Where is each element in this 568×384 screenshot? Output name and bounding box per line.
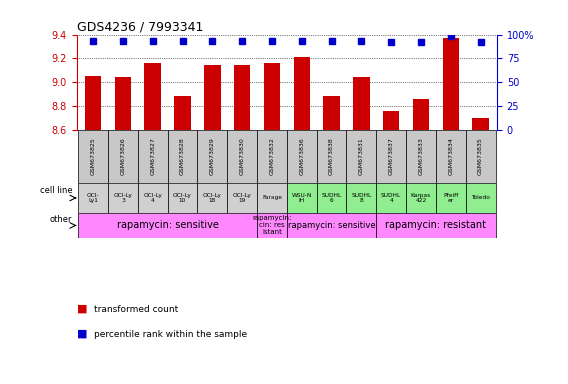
Text: GSM673830: GSM673830 bbox=[240, 137, 245, 175]
Bar bbox=[108, 183, 138, 213]
Bar bbox=[376, 130, 406, 183]
Text: ■: ■ bbox=[77, 329, 87, 339]
Bar bbox=[78, 213, 257, 238]
Text: rapamycin: sensitive: rapamycin: sensitive bbox=[116, 220, 219, 230]
Text: OCI-Ly
18: OCI-Ly 18 bbox=[203, 192, 222, 204]
Bar bbox=[346, 183, 376, 213]
Bar bbox=[168, 183, 198, 213]
Bar bbox=[383, 111, 399, 130]
Bar bbox=[168, 130, 198, 183]
Bar bbox=[316, 130, 346, 183]
Bar bbox=[257, 130, 287, 183]
Bar bbox=[287, 130, 316, 183]
Text: GSM673834: GSM673834 bbox=[448, 137, 453, 175]
Text: OCI-Ly
4: OCI-Ly 4 bbox=[143, 192, 162, 204]
Bar bbox=[353, 77, 370, 130]
Text: GSM673833: GSM673833 bbox=[419, 137, 424, 175]
Bar bbox=[138, 130, 168, 183]
Text: Karpas
422: Karpas 422 bbox=[411, 192, 431, 204]
Text: other: other bbox=[50, 215, 72, 223]
Bar bbox=[294, 57, 310, 130]
Bar bbox=[406, 130, 436, 183]
Text: Pfeiff
er: Pfeiff er bbox=[443, 192, 458, 204]
Text: rapamycin:
cin: res
istant: rapamycin: cin: res istant bbox=[252, 215, 291, 235]
Bar bbox=[108, 130, 138, 183]
Text: GSM673826: GSM673826 bbox=[120, 137, 126, 175]
Text: OCI-Ly
3: OCI-Ly 3 bbox=[114, 192, 132, 204]
Bar bbox=[234, 65, 250, 130]
Bar bbox=[442, 38, 459, 130]
Text: transformed count: transformed count bbox=[94, 305, 178, 314]
Bar bbox=[115, 77, 131, 130]
Text: GSM673835: GSM673835 bbox=[478, 137, 483, 175]
Bar bbox=[346, 130, 376, 183]
Text: SUDHL
8: SUDHL 8 bbox=[351, 192, 371, 204]
Bar bbox=[264, 63, 280, 130]
Bar bbox=[227, 183, 257, 213]
Text: GSM673837: GSM673837 bbox=[389, 137, 394, 175]
Bar bbox=[174, 96, 191, 130]
Text: cell line: cell line bbox=[40, 186, 72, 195]
Text: GSM673832: GSM673832 bbox=[269, 137, 274, 175]
Bar bbox=[323, 96, 340, 130]
Bar bbox=[227, 130, 257, 183]
Text: percentile rank within the sample: percentile rank within the sample bbox=[94, 329, 247, 339]
Bar bbox=[406, 183, 436, 213]
Bar bbox=[78, 130, 108, 183]
Bar bbox=[316, 183, 346, 213]
Bar bbox=[257, 183, 287, 213]
Text: GDS4236 / 7993341: GDS4236 / 7993341 bbox=[77, 20, 203, 33]
Text: GSM673831: GSM673831 bbox=[359, 137, 364, 175]
Bar bbox=[376, 183, 406, 213]
Text: rapamycin: sensitive: rapamycin: sensitive bbox=[288, 221, 375, 230]
Text: Toledo: Toledo bbox=[471, 195, 490, 200]
Text: GSM673829: GSM673829 bbox=[210, 137, 215, 175]
Bar bbox=[376, 213, 495, 238]
Bar bbox=[78, 183, 108, 213]
Text: OCI-Ly
19: OCI-Ly 19 bbox=[233, 192, 252, 204]
Text: GSM673838: GSM673838 bbox=[329, 137, 334, 175]
Text: SUDHL
6: SUDHL 6 bbox=[321, 192, 342, 204]
Text: WSU-N
IH: WSU-N IH bbox=[291, 192, 312, 204]
Bar bbox=[466, 130, 495, 183]
Bar bbox=[138, 183, 168, 213]
Bar bbox=[413, 99, 429, 130]
Bar bbox=[198, 130, 227, 183]
Text: OCI-
Ly1: OCI- Ly1 bbox=[87, 192, 99, 204]
Text: Farage: Farage bbox=[262, 195, 282, 200]
Bar bbox=[144, 63, 161, 130]
Bar bbox=[466, 183, 495, 213]
Bar bbox=[85, 76, 101, 130]
Bar bbox=[436, 130, 466, 183]
Bar bbox=[257, 213, 287, 238]
Text: SUDHL
4: SUDHL 4 bbox=[381, 192, 402, 204]
Text: GSM673836: GSM673836 bbox=[299, 137, 304, 175]
Bar bbox=[287, 183, 316, 213]
Bar bbox=[287, 213, 376, 238]
Text: GSM673827: GSM673827 bbox=[150, 137, 155, 175]
Bar bbox=[198, 183, 227, 213]
Text: GSM673825: GSM673825 bbox=[90, 137, 95, 175]
Text: rapamycin: resistant: rapamycin: resistant bbox=[386, 220, 486, 230]
Bar bbox=[473, 118, 489, 130]
Text: OCI-Ly
10: OCI-Ly 10 bbox=[173, 192, 192, 204]
Text: ■: ■ bbox=[77, 304, 87, 314]
Text: GSM673828: GSM673828 bbox=[180, 137, 185, 175]
Bar bbox=[436, 183, 466, 213]
Bar bbox=[204, 65, 220, 130]
